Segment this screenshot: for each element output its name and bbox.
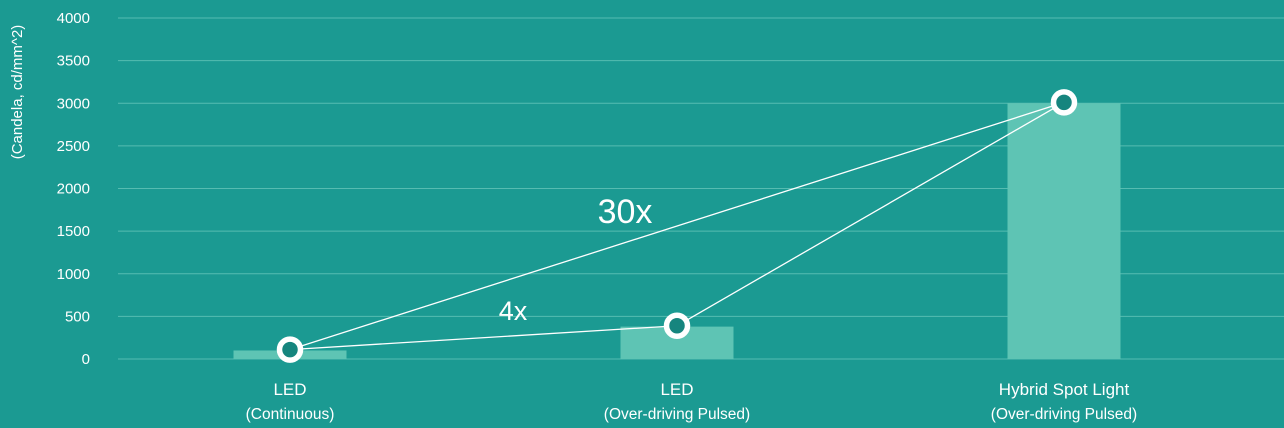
connector-line xyxy=(289,101,1065,351)
annotation-4x: 4x xyxy=(499,296,528,326)
x-category-detail: (Continuous) xyxy=(246,406,335,423)
point-markers xyxy=(276,89,1078,363)
bars xyxy=(233,103,1121,359)
y-tick-label: 2500 xyxy=(57,138,90,155)
y-axis-ticks: 0 500 1000 1500 2000 2500 3000 3500 4000 xyxy=(57,10,90,368)
annotation-30x: 30x xyxy=(598,193,653,231)
bar xyxy=(1007,103,1121,359)
y-tick-label: 4000 xyxy=(57,10,90,27)
point-marker xyxy=(1050,89,1078,116)
connector-line xyxy=(289,325,678,351)
connector-line xyxy=(676,101,1065,327)
y-tick-label: 2000 xyxy=(57,181,90,198)
x-category-detail: (Over-driving Pulsed) xyxy=(991,406,1137,423)
y-tick-label: 1500 xyxy=(57,223,90,240)
x-category-label: LED xyxy=(660,380,693,399)
point-marker xyxy=(663,312,691,340)
y-tick-label: 1000 xyxy=(57,266,90,283)
x-category-detail: (Over-driving Pulsed) xyxy=(604,406,750,423)
point-marker xyxy=(276,336,304,363)
connector-lines xyxy=(289,101,1065,351)
gridlines xyxy=(118,17,1284,360)
x-category-label: Hybrid Spot Light xyxy=(999,380,1130,399)
y-tick-label: 0 xyxy=(82,351,90,368)
x-category-label: LED xyxy=(273,380,306,399)
y-axis-label: (Candela, cd/mm^2) xyxy=(9,25,26,160)
y-tick-label: 3500 xyxy=(57,53,90,70)
y-tick-label: 500 xyxy=(65,308,90,325)
x-axis-labels: LED (Continuous) LED (Over-driving Pulsed) H… xyxy=(246,380,1138,423)
y-tick-label: 3000 xyxy=(57,95,90,112)
